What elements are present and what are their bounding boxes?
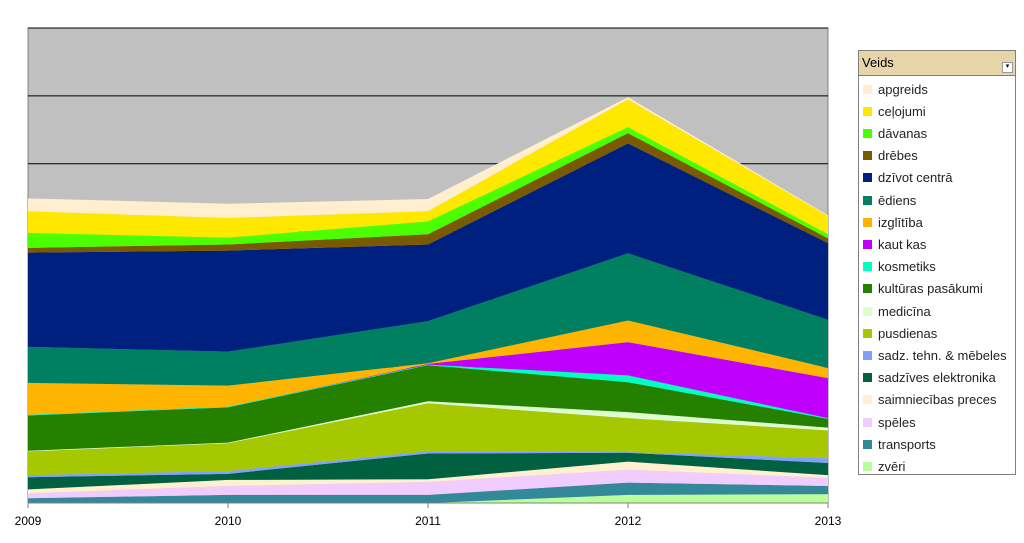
dropdown-arrow-icon[interactable]: ▾ (1002, 62, 1013, 73)
legend-label: saimniecības preces (878, 392, 997, 408)
legend-item: kultūras pasākumi (863, 280, 983, 298)
area-izgl-t-ba (28, 320, 828, 415)
legend-item: spēles (863, 413, 916, 431)
area-sadz-tehn-m-beles (28, 451, 828, 478)
legend-item: saimniecības preces (863, 391, 997, 409)
legend-swatch (863, 195, 872, 205)
legend-header[interactable]: Veids ▾ (859, 51, 1015, 76)
area-d-vanas (28, 127, 828, 248)
legend-swatch (863, 395, 872, 405)
legend-item: dāvanas (863, 124, 927, 142)
legend-item: sadz. tehn. & mēbeles (863, 346, 1007, 364)
legend-label: medicīna (878, 303, 931, 319)
legend-swatch (863, 217, 872, 227)
legend-item: pusdienas (863, 324, 937, 342)
legend-swatch (863, 151, 872, 161)
legend-swatch (863, 239, 872, 249)
legend-item: ēdiens (863, 191, 916, 209)
legend-label: spēles (878, 414, 916, 430)
area-transports (28, 482, 828, 503)
area--diens (28, 253, 828, 386)
legend-label: sadz. tehn. & mēbeles (878, 347, 1007, 363)
area-zv-ri (28, 494, 828, 503)
legend-swatch (863, 461, 872, 471)
legend-item: ceļojumi (863, 102, 926, 120)
legend-swatch (863, 106, 872, 116)
legend: Veids ▾ apgreids ceļojumi dāvanas drēbes dzī… (858, 50, 1016, 475)
legend-item: kosmetiks (863, 258, 936, 276)
legend-item: zvēri (863, 457, 905, 475)
legend-swatch (863, 262, 872, 272)
legend-label: apgreids (878, 81, 928, 97)
legend-swatch (863, 173, 872, 183)
legend-item: kaut kas (863, 235, 926, 253)
legend-swatch (863, 128, 872, 138)
x-tick-label: 2009 (15, 514, 42, 528)
legend-label: kaut kas (878, 236, 927, 252)
legend-swatch (863, 439, 872, 449)
legend-label: ēdiens (878, 192, 917, 208)
area-kosmetiks (28, 364, 828, 419)
area-pusdienas (28, 403, 828, 476)
legend-title: Veids (862, 55, 894, 70)
legend-label: dāvanas (878, 125, 928, 141)
legend-label: kultūras pasākumi (878, 281, 983, 297)
area-saimniec-bas-preces (28, 461, 828, 494)
legend-item: dzīvot centrā (863, 169, 952, 187)
legend-item: sadzīves elektronika (863, 369, 996, 387)
x-tick-label: 2013 (815, 514, 842, 528)
area-dz-vot-centr- (28, 143, 828, 352)
legend-swatch (863, 328, 872, 338)
legend-item: medicīna (863, 302, 931, 320)
area-ce-ojumi (28, 99, 828, 238)
legend-swatch (863, 350, 872, 360)
area-apgreids (28, 97, 828, 218)
series-areas (28, 97, 828, 503)
legend-swatch (863, 373, 872, 383)
legend-label: ceļojumi (878, 103, 926, 119)
legend-label: sadzīves elektronika (878, 370, 996, 386)
legend-label: dzīvot centrā (878, 170, 953, 186)
area-kult-ras-pas-kumi (28, 365, 828, 451)
legend-swatch (863, 284, 872, 294)
x-tick-label: 2010 (215, 514, 242, 528)
x-tick-label: 2011 (415, 514, 441, 528)
legend-label: transports (878, 436, 936, 452)
legend-label: drēbes (878, 148, 918, 164)
legend-item: izglītība (863, 213, 923, 231)
area-medic-na (28, 401, 828, 452)
x-tick-label: 2012 (615, 514, 642, 528)
legend-item: apgreids (863, 80, 928, 98)
legend-swatch (863, 84, 872, 94)
legend-label: izglītība (878, 214, 923, 230)
legend-label: pusdienas (878, 325, 938, 341)
x-axis: 2009 2010 2011 2012 2013 (15, 502, 842, 528)
legend-item: transports (863, 435, 936, 453)
legend-swatch (863, 306, 872, 316)
area-sadz-ves-elektronika (28, 452, 828, 490)
area-kaut-kas (28, 342, 828, 419)
legend-swatch (863, 417, 872, 427)
legend-label: kosmetiks (878, 259, 936, 275)
legend-label: zvēri (878, 458, 906, 474)
legend-item: drēbes (863, 147, 918, 165)
area-sp-les (28, 469, 828, 499)
